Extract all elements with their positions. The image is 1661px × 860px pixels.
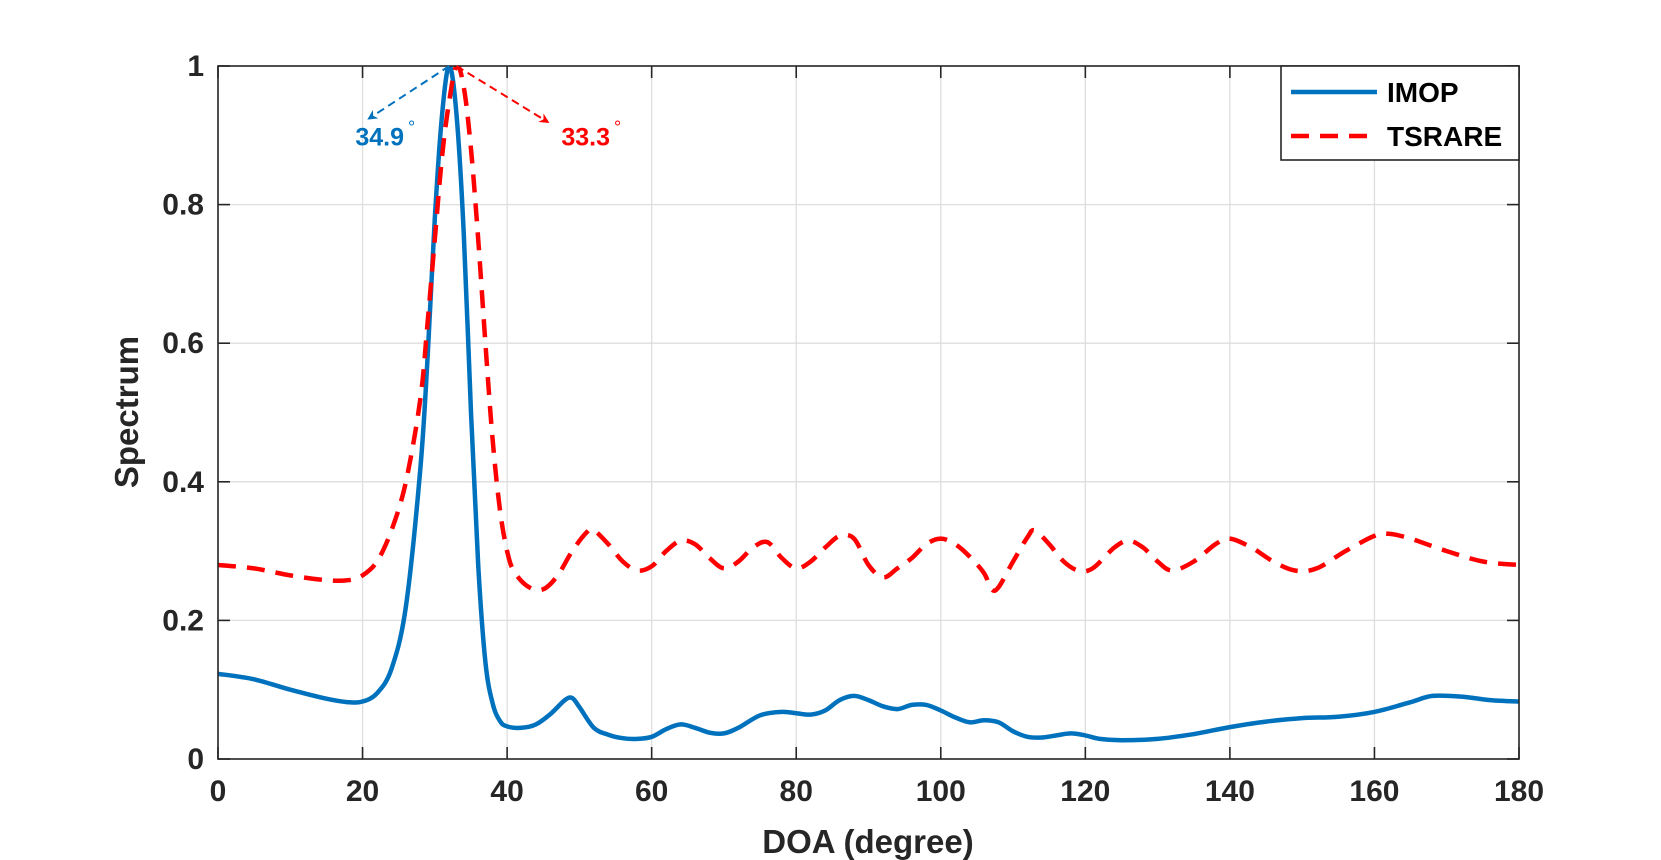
series-line-tsrare [218, 66, 1519, 594]
x-tick-label: 20 [346, 775, 379, 808]
y-tick-label: 0.4 [162, 466, 204, 499]
annotation-degree-symbol: ° [614, 118, 621, 138]
x-tick-label: 0 [210, 775, 227, 808]
x-tick-label: 100 [916, 775, 966, 808]
x-tick-label: 80 [780, 775, 813, 808]
legend: IMOP TSRARE [1280, 65, 1520, 161]
y-axis-title: Spectrum [108, 336, 145, 488]
y-tick-label: 0.8 [162, 189, 204, 222]
tick-labels: 0 20 40 60 80 100 120 140 160 180 0 0.2 0.4 0.6 0.8 1 [162, 50, 1544, 808]
x-tick-label: 140 [1205, 775, 1255, 808]
annotation-degree-symbol: ° [408, 118, 415, 138]
y-tick-label: 0 [187, 743, 204, 776]
x-tick-label: 180 [1494, 775, 1544, 808]
legend-box [1280, 65, 1520, 161]
legend-label-imop: IMOP [1387, 77, 1459, 108]
x-tick-label: 120 [1060, 775, 1110, 808]
x-tick-label: 40 [490, 775, 523, 808]
annotation-arrow-tsrare [455, 65, 550, 124]
y-tick-label: 1 [187, 50, 204, 83]
series-layer [218, 66, 1519, 743]
x-axis-title: DOA (degree) [762, 823, 973, 860]
annotation-arrow-imop [367, 65, 450, 120]
plot-frame [217, 65, 1520, 760]
series-line-imop [218, 66, 1519, 743]
plot-area [218, 66, 1519, 759]
x-tick-label: 60 [635, 775, 668, 808]
y-tick-label: 0.6 [162, 327, 204, 360]
legend-label-tsrare: TSRARE [1387, 121, 1502, 152]
x-tick-label: 160 [1349, 775, 1399, 808]
y-tick-label: 0.2 [162, 604, 204, 637]
